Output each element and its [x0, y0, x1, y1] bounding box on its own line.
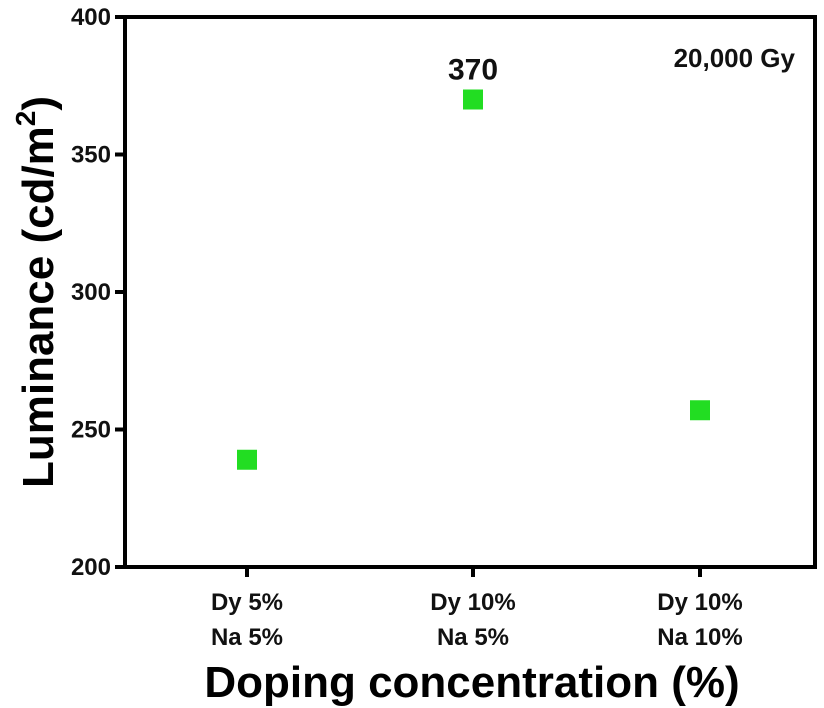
x-tick-label: Na 10% — [657, 624, 742, 651]
y-axis-title-main: Luminance (cd/m — [14, 126, 63, 488]
data-points — [237, 89, 710, 470]
x-tick-label: Na 5% — [211, 624, 283, 651]
data-labels: 370 — [448, 54, 498, 87]
x-tick-label: Na 5% — [437, 624, 509, 651]
data-label: 370 — [448, 54, 498, 87]
y-tick-label: 300 — [71, 279, 111, 306]
x-tick-label: Dy 10% — [430, 589, 515, 616]
x-tick-label: Dy 10% — [657, 589, 742, 616]
y-axis-title-superscript: 2 — [10, 111, 41, 127]
y-tick-label: 350 — [71, 142, 111, 169]
data-point-marker — [463, 89, 483, 110]
y-tick-label: 250 — [71, 417, 111, 444]
annotation-dose: 20,000 Gy — [674, 43, 796, 73]
y-axis-title-close: ) — [14, 96, 63, 111]
data-point-marker — [237, 449, 257, 470]
y-axis-ticks: 200 250 300 350 400 — [71, 4, 125, 581]
y-axis-title: Luminance (cd/m2) — [10, 96, 63, 488]
x-axis-title: Doping concentration (%) — [204, 658, 739, 707]
x-tick-label: Dy 5% — [211, 589, 283, 616]
x-axis-ticks: Dy 5% Na 5% Dy 10% Na 5% Dy 10% Na 10% — [211, 567, 743, 651]
data-point-marker — [690, 400, 710, 421]
y-tick-label: 400 — [71, 4, 111, 31]
y-tick-label: 200 — [71, 554, 111, 581]
